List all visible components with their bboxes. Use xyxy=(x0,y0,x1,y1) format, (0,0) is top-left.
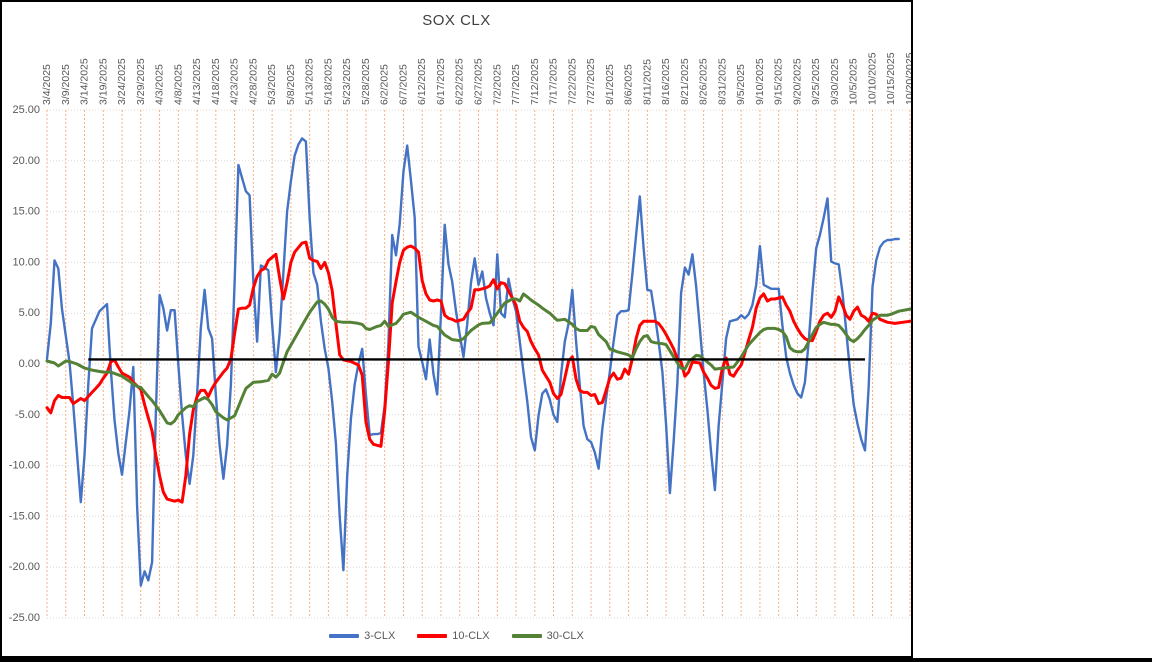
page-bottom-border xyxy=(0,658,1152,662)
chart-container: SOX CLX 25.00 20.00 15.00 10.00 5.00 0.00 -5.0… xyxy=(0,0,913,658)
x-tick-label: 10/20/2025 xyxy=(904,52,911,105)
x-tick-label: 9/10/2025 xyxy=(754,58,766,105)
x-tick-label: 6/27/2025 xyxy=(473,58,485,105)
legend-line-swatch-3clx xyxy=(329,634,360,638)
chart-title: SOX CLX xyxy=(422,12,491,29)
x-tick-label: 4/13/2025 xyxy=(191,58,203,105)
x-tick-label: 7/7/2025 xyxy=(510,64,522,105)
x-tick-label: 3/29/2025 xyxy=(135,58,147,105)
y-tick-label: -15.00 xyxy=(9,510,40,522)
series-line-3-clx xyxy=(45,137,900,587)
x-tick-label: 4/23/2025 xyxy=(229,58,241,105)
x-tick-label: 6/2/2025 xyxy=(379,64,391,105)
x-tick-label: 5/8/2025 xyxy=(285,64,297,105)
y-tick-label: 25.00 xyxy=(12,104,40,116)
legend-line-swatch-10clx xyxy=(417,634,448,638)
x-tick-label: 3/24/2025 xyxy=(116,58,128,105)
series-line-30-clx xyxy=(45,292,911,426)
x-tick-label: 9/30/2025 xyxy=(829,58,841,105)
y-tick-label: -5.00 xyxy=(15,409,40,421)
x-tick-label: 7/27/2025 xyxy=(585,58,597,105)
x-tick-label: 6/7/2025 xyxy=(397,64,409,105)
x-tick-label: 10/15/2025 xyxy=(885,52,897,105)
x-tick-label: 8/21/2025 xyxy=(679,58,691,105)
x-tick-label: 9/5/2025 xyxy=(735,64,747,105)
x-tick-label: 4/18/2025 xyxy=(210,58,222,105)
x-tick-label: 3/9/2025 xyxy=(60,64,72,105)
legend-label-30clx: 30-CLX xyxy=(546,630,584,642)
x-tick-label: 4/3/2025 xyxy=(154,64,166,105)
x-tick-label: 3/14/2025 xyxy=(79,58,91,105)
x-tick-label: 3/19/2025 xyxy=(97,58,109,105)
x-tick-label: 8/26/2025 xyxy=(698,58,710,105)
x-tick-label: 3/4/2025 xyxy=(41,64,53,105)
x-tick-label: 9/15/2025 xyxy=(773,58,785,105)
x-tick-label: 4/28/2025 xyxy=(247,58,259,105)
x-tick-label: 7/22/2025 xyxy=(566,58,578,105)
x-tick-label: 4/8/2025 xyxy=(172,64,184,105)
x-tick-label: 8/6/2025 xyxy=(623,64,635,105)
y-tick-label: -20.00 xyxy=(9,561,40,573)
legend-item-3clx: 3-CLX xyxy=(329,630,395,642)
y-tick-label: 5.00 xyxy=(19,307,40,319)
x-tick-label: 10/10/2025 xyxy=(866,52,878,105)
legend-line-swatch-30clx xyxy=(511,634,542,638)
x-tick-label: 5/28/2025 xyxy=(360,58,372,105)
x-tick-label: 6/17/2025 xyxy=(435,58,447,105)
y-tick-label: 20.00 xyxy=(12,155,40,167)
x-tick-label: 5/18/2025 xyxy=(322,58,334,105)
legend-item-30clx: 30-CLX xyxy=(511,630,584,642)
x-tick-label: 5/13/2025 xyxy=(304,58,316,105)
x-tick-label: 7/12/2025 xyxy=(529,58,541,105)
series-line-10-clx xyxy=(45,240,911,504)
legend-label-3clx: 3-CLX xyxy=(364,630,396,642)
y-tick-label: 10.00 xyxy=(12,256,40,268)
x-tick-label: 8/1/2025 xyxy=(604,64,616,105)
x-tick-label: 5/23/2025 xyxy=(341,58,353,105)
plot-area: 25.00 20.00 15.00 10.00 5.00 0.00 -5.00 -10.00 -… xyxy=(9,52,911,624)
y-tick-label: -25.00 xyxy=(9,612,40,624)
x-tick-label: 9/20/2025 xyxy=(791,58,803,105)
x-tick-label: 5/3/2025 xyxy=(266,64,278,105)
x-tick-label: 6/22/2025 xyxy=(454,58,466,105)
legend-label-10clx: 10-CLX xyxy=(452,630,490,642)
x-tick-label: 8/16/2025 xyxy=(660,58,672,105)
x-tick-label: 6/12/2025 xyxy=(416,58,428,105)
y-tick-label: 15.00 xyxy=(12,206,40,218)
x-tick-label: 8/31/2025 xyxy=(716,58,728,105)
y-tick-label: -10.00 xyxy=(9,460,40,472)
x-tick-label: 7/17/2025 xyxy=(548,58,560,105)
legend: 3-CLX 10-CLX 30-CLX xyxy=(2,630,911,642)
x-tick-label: 10/5/2025 xyxy=(848,58,860,105)
x-tick-label: 8/11/2025 xyxy=(641,59,653,105)
y-tick-label: 0.00 xyxy=(19,358,40,370)
x-tick-label: 9/25/2025 xyxy=(810,58,822,105)
x-tick-label: 7/2/2025 xyxy=(491,64,503,105)
legend-item-10clx: 10-CLX xyxy=(417,630,490,642)
